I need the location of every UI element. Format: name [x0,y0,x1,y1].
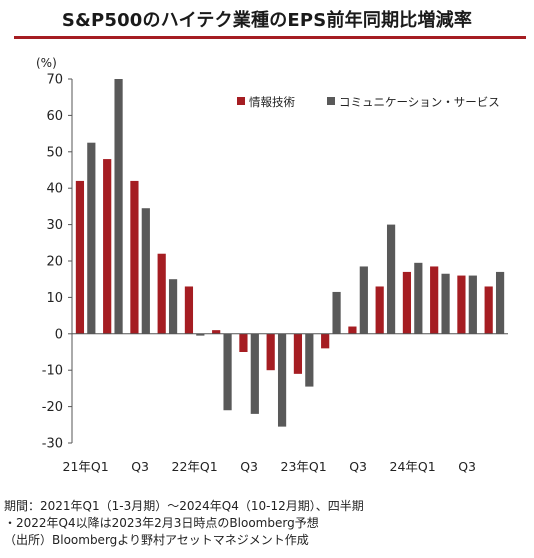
bar-comm-services [305,333,314,387]
x-tick-label: Q3 [131,459,149,474]
bar-info-tech [130,180,139,334]
legend-label: 情報技術 [249,95,295,109]
legend: 情報技術 コミュニケーション・サービス [237,95,500,109]
x-tick-label: 21年Q1 [63,459,109,474]
bar-info-tech [457,275,466,334]
y-tick-label: 60 [46,109,63,124]
note-period: 期間：2021年Q1（1-3月期）～2024年Q4（10-12月期）、四半期 [4,499,364,513]
y-tick-label: -20 [42,400,63,415]
y-tick-label: 70 [46,73,63,88]
y-tick-label: 50 [46,145,63,160]
bar-info-tech [266,333,275,371]
bar-comm-services [414,262,423,334]
title-underline [14,36,526,39]
x-tick-label: 24年Q1 [390,459,436,474]
y-axis: -30 -20 -10 0 10 20 30 40 50 60 70 [42,73,73,452]
y-tick-label: -30 [42,437,63,452]
y-tick-label: 0 [55,327,63,342]
bar-comm-services [168,279,178,334]
x-tick-label: 22年Q1 [172,459,218,474]
bar-comm-services [250,333,259,414]
bar-comm-services [223,333,232,411]
bar-info-tech [321,333,330,349]
bar-comm-services [332,291,341,334]
y-tick-label: 10 [46,291,63,306]
note-source: （出所）Bloombergより野村アセットマネジメント作成 [4,533,309,547]
legend-swatch [237,97,245,105]
bar-info-tech [184,286,194,334]
legend-label: コミュニケーション・サービス [339,95,500,109]
bar-info-tech [103,159,112,334]
x-tick-label: Q3 [458,459,476,474]
bar-comm-services [359,266,368,334]
x-tick-label: 23年Q1 [281,459,327,474]
bar-comm-services [468,275,477,334]
x-tick-label: Q3 [240,459,258,474]
y-axis-unit: (%) [36,56,57,70]
bar-comm-services [141,208,150,334]
bar-info-tech [402,271,412,334]
x-tick-label: Q3 [349,459,367,474]
bars [75,79,505,427]
bar-info-tech [375,286,384,334]
legend-swatch [327,97,335,105]
bar-comm-services [114,79,123,334]
bar-info-tech [348,326,357,334]
bar-info-tech [293,333,303,374]
chart-title: S&P500のハイテク業種のEPS前年同期比増減率 [61,10,473,31]
bar-comm-services [386,224,396,334]
bar-info-tech [75,180,85,334]
footnotes: 期間：2021年Q1（1-3月期）～2024年Q4（10-12月期）、四半期 ・… [4,498,364,549]
note-forecast: ・2022年Q4以降は2023年2月3日時点のBloomberg予想 [4,516,319,530]
bar-comm-services [441,273,450,334]
bar-info-tech [484,286,493,334]
y-tick-label: 30 [46,218,63,233]
y-tick-label: 40 [46,182,63,197]
bar-info-tech [212,330,221,334]
x-axis: 21年Q1 Q3 22年Q1 Q3 23年Q1 Q3 24年Q1 Q3 [63,333,508,474]
bar-info-tech [157,253,166,334]
bar-comm-services [196,333,205,336]
bar-info-tech [239,333,248,352]
bar-comm-services [277,333,287,427]
y-tick-label: 20 [46,255,63,270]
y-tick-label: -10 [42,364,63,379]
bar-comm-services [495,271,505,334]
bar-info-tech [430,266,439,334]
bar-comm-services [87,142,96,334]
